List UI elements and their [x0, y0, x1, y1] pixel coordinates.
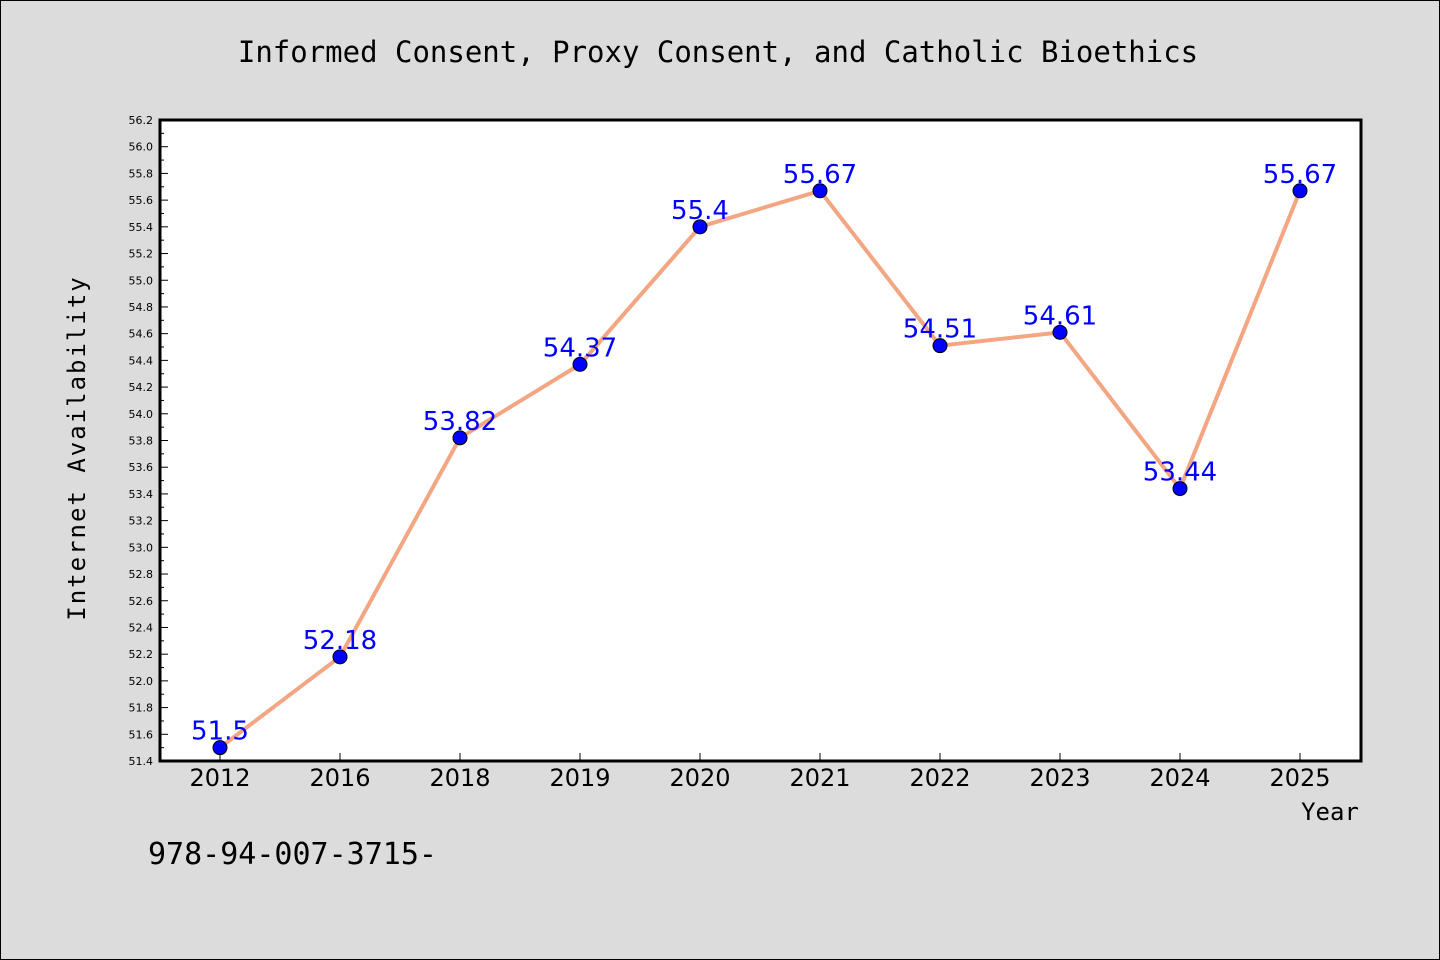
data-point-label: 52.18: [303, 626, 377, 656]
data-point-marker: [212, 740, 228, 756]
x-tick-label: 2016: [309, 764, 370, 792]
data-point-marker: [1292, 183, 1308, 199]
data-point-marker: [812, 183, 828, 199]
data-point-marker: [452, 430, 468, 446]
data-point-marker: [1052, 324, 1068, 340]
x-tick-label: 2022: [909, 764, 970, 792]
y-tick-label: 55.4: [129, 221, 154, 234]
series-line: [218, 188, 1302, 750]
y-tick-label: 52.4: [129, 621, 154, 634]
y-tick-label: 53.2: [129, 515, 154, 528]
x-axis-tick-labels: 2012 2016 2018 2019 2020 2021 2022 2023 2024 2025: [189, 764, 1330, 792]
series-markers: [212, 183, 1308, 756]
x-tick-label: 2012: [189, 764, 250, 792]
data-point-marker: [1172, 481, 1188, 497]
y-tick-label: 53.4: [129, 488, 154, 501]
data-point-label: 55.67: [1263, 160, 1337, 190]
data-point-label: 55.4: [671, 196, 729, 226]
y-tick-label: 52.6: [129, 595, 154, 608]
y-tick-label: 56.2: [129, 114, 154, 127]
series-lines: [218, 188, 1302, 750]
y-axis-label: Internet Availability: [63, 275, 91, 620]
y-tick-label: 51.6: [129, 728, 154, 741]
data-labels: 51.5 52.18 53.82 54.37 55.4 55.67 54.51 54.61 53…: [191, 160, 1337, 747]
y-tick-label: 54.2: [129, 381, 154, 394]
data-point-marker: [572, 356, 588, 372]
x-tick-label: 2025: [1269, 764, 1330, 792]
plot-border: [158, 118, 1363, 763]
data-point-label: 53.82: [423, 407, 497, 437]
x-axis-label: Year: [1301, 798, 1359, 826]
x-tick-label: 2024: [1149, 764, 1210, 792]
data-point-label: 54.37: [543, 333, 617, 363]
data-point-marker: [332, 649, 348, 665]
data-point-label: 53.44: [1143, 458, 1217, 488]
y-tick-label: 54.6: [129, 328, 154, 341]
data-point-label: 54.51: [903, 315, 977, 345]
data-point-marker: [692, 219, 708, 235]
y-tick-label: 54.8: [129, 301, 154, 314]
y-tick-label: 54.0: [129, 408, 154, 421]
x-tick-label: 2019: [549, 764, 610, 792]
data-point-label: 51.5: [191, 717, 249, 747]
y-tick-label: 54.4: [129, 354, 154, 367]
y-tick-label: 52.2: [129, 648, 154, 661]
y-tick-label: 55.0: [129, 274, 154, 287]
y-tick-label: 52.8: [129, 568, 154, 581]
y-tick-label: 55.6: [129, 194, 154, 207]
y-tick-label: 51.8: [129, 702, 154, 715]
footer-text: 978-94-007-3715-: [148, 837, 437, 872]
y-tick-label: 55.2: [129, 248, 154, 261]
y-tick-label: 52.0: [129, 675, 154, 688]
plot-area: [160, 120, 1361, 761]
y-tick-label: 51.4: [129, 755, 154, 768]
data-point-label: 55.67: [783, 160, 857, 190]
y-tick-label: 53.6: [129, 461, 154, 474]
chart-title: Informed Consent, Proxy Consent, and Cat…: [238, 35, 1198, 69]
data-point-marker: [932, 338, 948, 354]
x-tick-label: 2020: [669, 764, 730, 792]
x-tick-label: 2021: [789, 764, 850, 792]
data-point-label: 54.61: [1023, 301, 1097, 331]
y-tick-label: 53.0: [129, 541, 154, 554]
y-tick-label: 55.8: [129, 167, 154, 180]
x-tick-label: 2018: [429, 764, 490, 792]
y-axis-tick-labels: 51.4 51.6 51.8 52.0 52.2 52.4 52.6 52.8 53.0 53.2…: [129, 114, 154, 768]
y-tick-label: 53.8: [129, 435, 154, 448]
y-tick-label: 56.0: [129, 141, 154, 154]
x-tick-label: 2023: [1029, 764, 1090, 792]
